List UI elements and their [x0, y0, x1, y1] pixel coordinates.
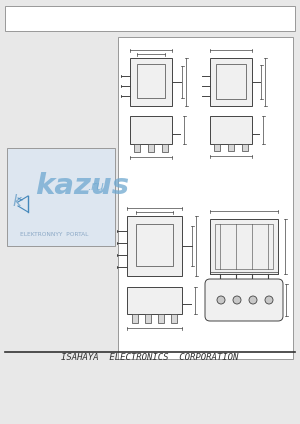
Bar — [127, 216, 182, 276]
Bar — [210, 219, 278, 274]
Bar — [127, 287, 182, 314]
Circle shape — [265, 296, 273, 304]
Bar — [130, 58, 172, 106]
Bar — [158, 314, 164, 323]
Bar — [134, 144, 140, 152]
Bar — [136, 224, 173, 266]
Bar — [118, 37, 293, 359]
Bar — [145, 314, 151, 323]
Text: kazus: kazus — [35, 172, 129, 200]
Bar — [162, 144, 168, 152]
Circle shape — [233, 296, 241, 304]
Bar — [132, 314, 138, 323]
FancyBboxPatch shape — [205, 279, 283, 321]
Text: ISAHAYA  ELECTRONICS  CORPORATION: ISAHAYA ELECTRONICS CORPORATION — [61, 352, 239, 362]
Text: .ru: .ru — [87, 180, 104, 193]
Bar — [137, 64, 165, 98]
Circle shape — [217, 296, 225, 304]
Bar — [214, 144, 220, 151]
Circle shape — [249, 296, 257, 304]
Bar — [148, 144, 154, 152]
Bar — [210, 116, 252, 144]
Bar — [5, 6, 295, 31]
Bar — [216, 64, 246, 99]
Bar — [215, 224, 273, 269]
Text: ELEKTRONNYY  PORTAL: ELEKTRONNYY PORTAL — [20, 232, 88, 237]
Bar — [7, 148, 115, 246]
Bar — [130, 116, 172, 144]
Bar — [228, 144, 234, 151]
Bar — [242, 144, 248, 151]
Text: k: k — [12, 194, 21, 209]
Bar — [171, 314, 177, 323]
Bar — [210, 58, 252, 106]
